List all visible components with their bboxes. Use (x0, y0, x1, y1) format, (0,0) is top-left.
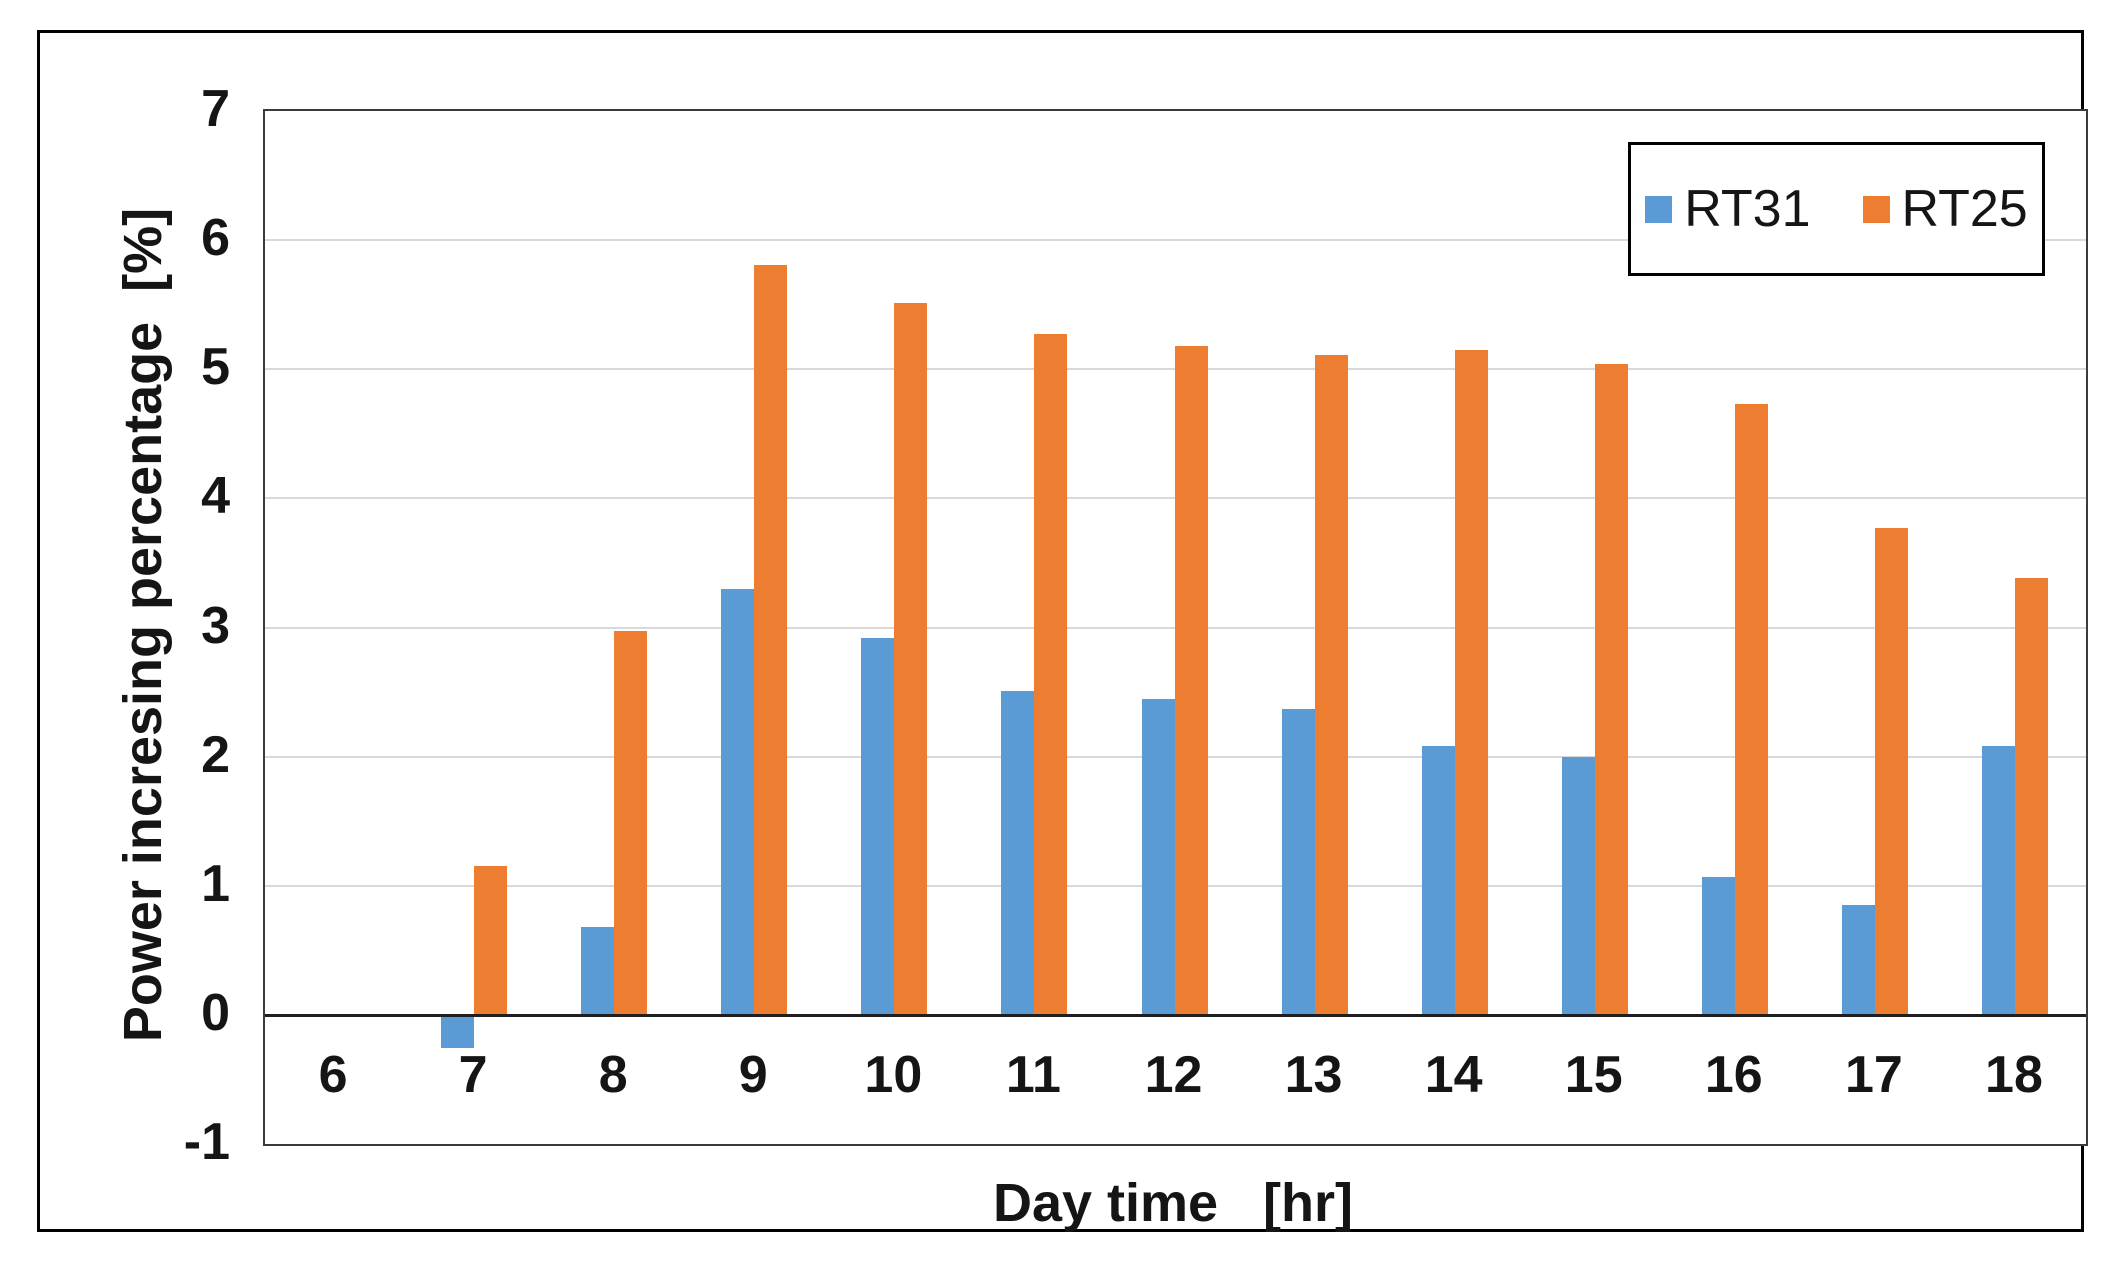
y-tick-label: 1 (201, 854, 230, 913)
x-tick-label: 18 (1985, 1046, 2043, 1104)
bar-rt25-12 (1174, 346, 1208, 1015)
x-tick-label: 7 (458, 1046, 488, 1104)
bar-rt31-15 (1561, 756, 1595, 1015)
bar-rt31-18 (1981, 746, 2015, 1015)
y-tick-label: 5 (201, 338, 230, 397)
y-tick-label: 3 (201, 596, 230, 655)
bar-rt31-8 (581, 927, 615, 1015)
bar-rt31-10 (861, 637, 895, 1015)
bar-rt25-13 (1314, 355, 1348, 1015)
x-tick-label: 10 (864, 1046, 923, 1104)
x-tick-label: 6 (318, 1046, 348, 1104)
x-tick-label: 8 (598, 1046, 628, 1104)
legend: RT31 RT25 (1628, 142, 2045, 276)
bar-rt31-13 (1281, 708, 1315, 1015)
bar-rt25-15 (1594, 364, 1628, 1015)
bar-rt31-16 (1701, 876, 1735, 1015)
bar-rt25-11 (1034, 334, 1068, 1015)
plot-area (263, 109, 2088, 1146)
bar-rt25-16 (1734, 404, 1768, 1015)
x-tick-label: 11 (1005, 1046, 1061, 1104)
bar-rt25-17 (1874, 528, 1908, 1015)
y-tick-label: 4 (201, 467, 230, 526)
x-axis-title: Day time [hr] (992, 1173, 1354, 1233)
bar-rt31-9 (721, 588, 755, 1015)
bar-rt25-10 (894, 303, 928, 1015)
x-axis-zero-line (265, 1013, 2086, 1017)
bar-rt31-17 (1841, 905, 1875, 1015)
legend-swatch-rt31 (1645, 195, 1673, 223)
x-tick-label: 14 (1424, 1046, 1483, 1104)
y-tick-label: 7 (201, 80, 230, 138)
bar-rt31-12 (1141, 698, 1175, 1015)
legend-item-rt25: RT25 (1862, 180, 2028, 238)
x-tick-label: 17 (1844, 1046, 1903, 1104)
bar-rt25-7 (474, 866, 508, 1015)
legend-label-rt31: RT31 (1684, 180, 1811, 238)
bar-rt25-18 (2014, 578, 2048, 1015)
bar-rt25-8 (614, 631, 648, 1015)
legend-item-rt31: RT31 (1645, 180, 1811, 238)
x-tick-label: 16 (1704, 1046, 1763, 1104)
x-tick-label: 13 (1284, 1046, 1343, 1104)
bar-rt25-14 (1454, 349, 1488, 1015)
y-tick-label: 0 (201, 983, 230, 1042)
y-tick-label: 2 (201, 725, 230, 784)
y-tick-label: -1 (183, 1113, 230, 1171)
x-tick-label: 9 (738, 1046, 768, 1104)
bar-rt25-9 (754, 264, 788, 1015)
x-tick-label: 15 (1564, 1046, 1623, 1104)
x-tick-label: 12 (1144, 1046, 1203, 1104)
legend-label-rt25: RT25 (1901, 180, 2028, 238)
y-tick-label: 6 (201, 209, 230, 268)
bar-rt31-14 (1421, 746, 1455, 1015)
bar-rt31-11 (1001, 690, 1035, 1015)
gridline-y-6 (265, 239, 2086, 242)
bar-rt31-7 (441, 1014, 475, 1049)
legend-swatch-rt25 (1862, 195, 1890, 223)
